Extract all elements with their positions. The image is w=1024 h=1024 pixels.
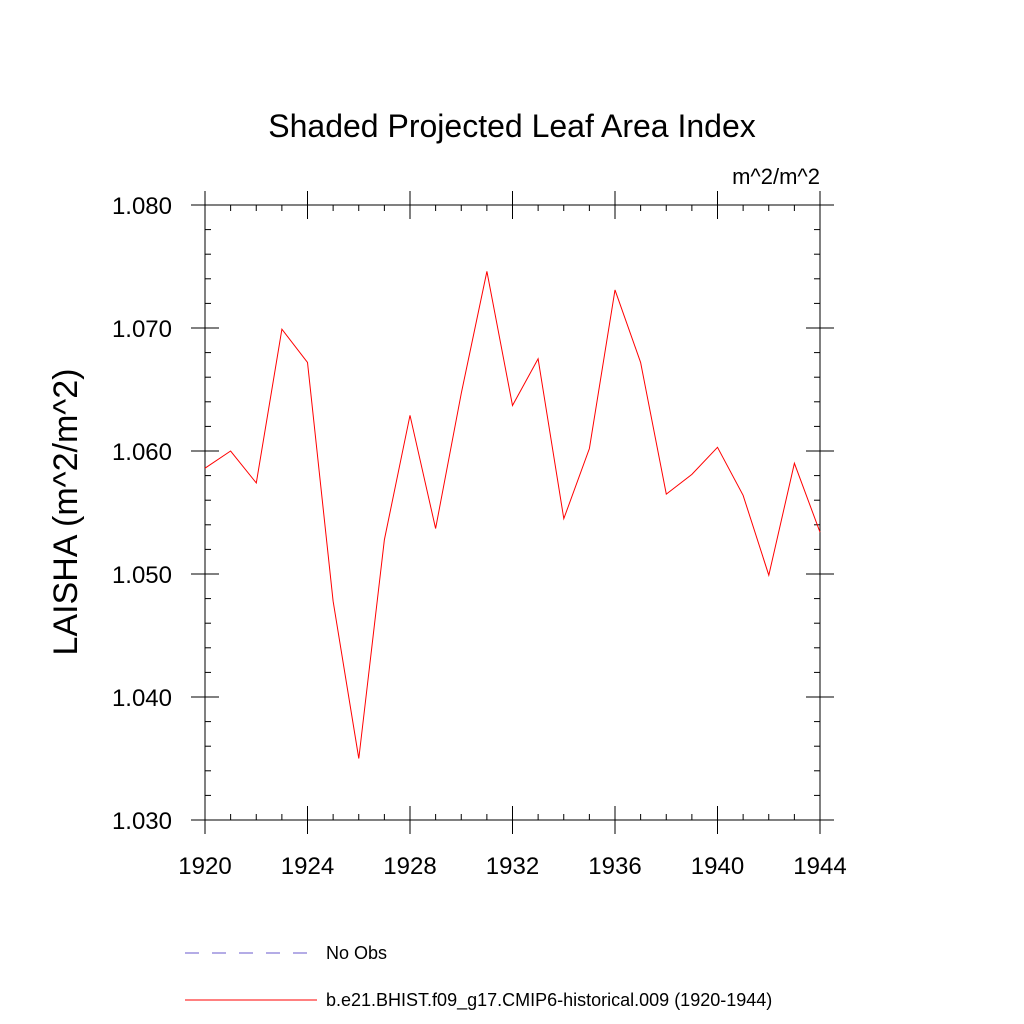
x-tick-label: 1928 xyxy=(383,853,436,880)
y-tick-label: 1.040 xyxy=(112,685,172,712)
y-axis-ticks: 1.030 1.040 1.050 1.060 1.070 1.080 xyxy=(112,193,834,835)
x-tick-label: 1940 xyxy=(691,853,744,880)
y-axis-label: LAISHA (m^2/m^2) xyxy=(47,369,85,656)
legend: No Obs b.e21.BHIST.f09_g17.CMIP6-histori… xyxy=(185,943,772,1011)
x-tick-label: 1944 xyxy=(793,853,846,880)
y-tick-label: 1.050 xyxy=(112,562,172,589)
chart-title: Shaded Projected Leaf Area Index xyxy=(268,108,755,144)
y-tick-label: 1.030 xyxy=(112,808,172,835)
units-label: m^2/m^2 xyxy=(732,164,820,189)
plot-frame xyxy=(204,204,821,821)
axes xyxy=(204,204,821,821)
x-axis-ticks: 1920 1924 1928 1932 1936 1940 1944 xyxy=(178,191,847,880)
legend-label-series: b.e21.BHIST.f09_g17.CMIP6-historical.009… xyxy=(326,990,772,1011)
x-tick-label: 1932 xyxy=(486,853,539,880)
series-lines xyxy=(204,271,821,759)
x-tick-label: 1936 xyxy=(588,853,641,880)
x-tick-label: 1920 xyxy=(178,853,231,880)
y-tick-label: 1.060 xyxy=(112,439,172,466)
y-tick-label: 1.080 xyxy=(112,193,172,220)
y-tick-label: 1.070 xyxy=(112,316,172,343)
x-tick-label: 1924 xyxy=(281,853,334,880)
legend-label-no-obs: No Obs xyxy=(326,943,387,963)
series-line xyxy=(204,271,821,759)
